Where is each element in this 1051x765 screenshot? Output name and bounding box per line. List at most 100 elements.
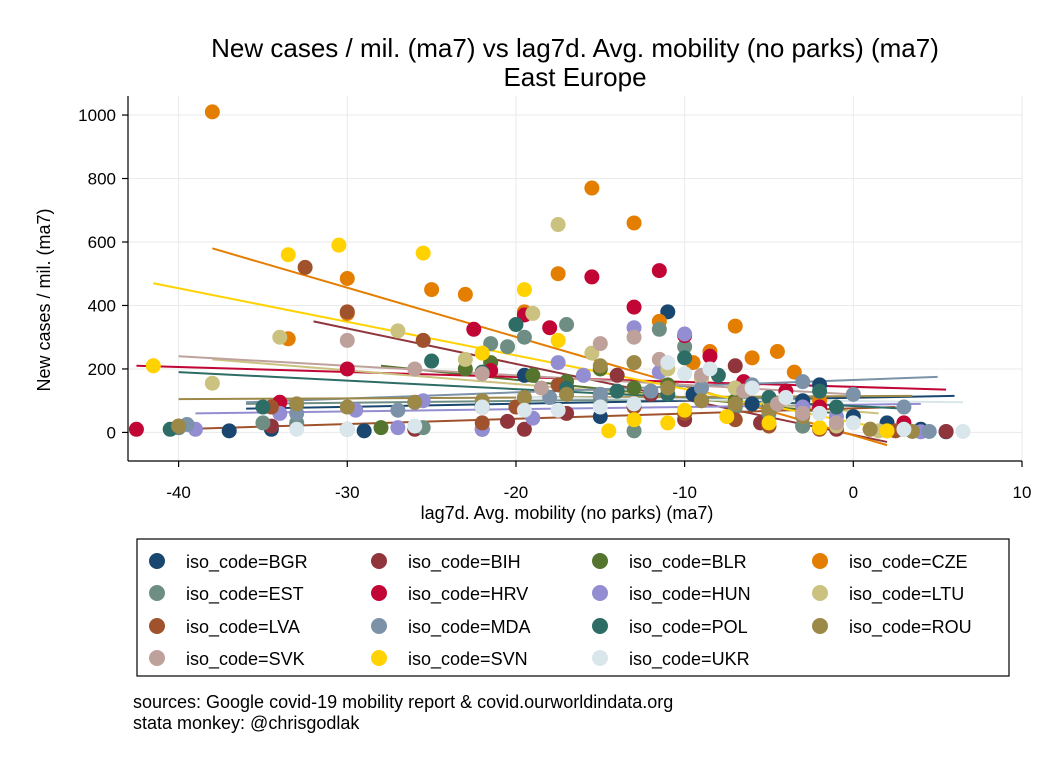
data-point <box>255 399 271 415</box>
data-point <box>660 415 676 431</box>
legend-box <box>136 538 1010 677</box>
data-point <box>592 336 608 352</box>
data-point <box>516 390 532 406</box>
source-note: sources: Google covid-19 mobility report… <box>133 692 673 712</box>
x-tick-label: 10 <box>1013 483 1032 502</box>
data-point <box>339 332 355 348</box>
chart-title: New cases / mil. (ma7) vs lag7d. Avg. mo… <box>211 33 939 63</box>
legend-label: iso_code=LTU <box>849 584 964 605</box>
data-point <box>339 304 355 320</box>
legend-label: iso_code=BIH <box>408 552 521 573</box>
data-point <box>812 383 828 399</box>
data-point <box>575 367 591 383</box>
data-point <box>677 402 693 418</box>
y-tick-label: 400 <box>88 296 116 315</box>
data-point <box>407 418 423 434</box>
data-point <box>424 353 440 369</box>
legend-marker <box>371 650 387 666</box>
data-point <box>390 420 406 436</box>
legend-label: iso_code=EST <box>186 584 304 605</box>
data-point <box>677 350 693 366</box>
legend-marker <box>812 553 828 569</box>
data-point <box>542 320 558 336</box>
x-tick-label: 0 <box>849 483 858 502</box>
data-point <box>474 399 490 415</box>
data-point <box>643 383 659 399</box>
data-point <box>550 402 566 418</box>
data-point <box>339 399 355 415</box>
data-point <box>289 396 305 412</box>
data-point <box>744 380 760 396</box>
data-point <box>339 361 355 377</box>
data-point <box>559 386 575 402</box>
data-point <box>516 282 532 298</box>
legend-label: iso_code=POL <box>629 617 748 638</box>
fit-line <box>313 320 888 443</box>
data-point <box>373 420 389 436</box>
data-point <box>609 383 625 399</box>
legend-label: iso_code=BGR <box>186 552 308 573</box>
data-point <box>171 418 187 434</box>
data-point <box>862 421 878 437</box>
y-tick-label: 600 <box>88 233 116 252</box>
data-point <box>255 415 271 431</box>
data-point <box>272 329 288 345</box>
data-point <box>356 423 372 439</box>
data-point <box>719 409 735 425</box>
data-point <box>694 380 710 396</box>
data-point <box>550 355 566 371</box>
data-point <box>525 305 541 321</box>
data-point <box>896 399 912 415</box>
data-point <box>516 421 532 437</box>
data-point <box>609 367 625 383</box>
data-point <box>626 329 642 345</box>
data-point <box>339 421 355 437</box>
legend-marker <box>149 585 165 601</box>
data-point <box>896 421 912 437</box>
legend-marker <box>149 650 165 666</box>
legend-label: iso_code=SVK <box>186 649 305 670</box>
legend-label: iso_code=LVA <box>186 617 300 638</box>
data-point <box>626 299 642 315</box>
credit-note: stata monkey: @chrisgodlak <box>133 713 360 733</box>
x-tick-label: -10 <box>672 483 697 502</box>
legend-marker <box>371 585 387 601</box>
data-point <box>280 247 296 263</box>
legend-marker <box>592 553 608 569</box>
data-point <box>660 380 676 396</box>
data-point <box>407 361 423 377</box>
data-point <box>677 366 693 382</box>
x-tick-label: -20 <box>504 483 529 502</box>
data-point <box>221 423 237 439</box>
y-tick-label: 200 <box>88 360 116 379</box>
data-point <box>533 380 549 396</box>
data-point <box>651 263 667 279</box>
data-point <box>289 421 305 437</box>
data-point <box>879 423 895 439</box>
data-point <box>474 415 490 431</box>
scatter-points <box>128 104 971 440</box>
legend-label: iso_code=MDA <box>408 617 531 638</box>
data-point <box>651 321 667 337</box>
data-point <box>626 380 642 396</box>
data-point <box>828 415 844 431</box>
legend: iso_code=BGR iso_code=BIH iso_code=BLR iso_… <box>149 552 972 670</box>
data-point <box>702 361 718 377</box>
data-point <box>694 393 710 409</box>
data-point <box>592 399 608 415</box>
y-tick-label: 1000 <box>78 106 116 125</box>
data-point <box>559 317 575 333</box>
data-point <box>626 355 642 371</box>
data-point <box>500 413 516 429</box>
data-point <box>508 317 524 333</box>
data-point <box>828 399 844 415</box>
data-point <box>727 358 743 374</box>
data-point <box>727 318 743 334</box>
legend-marker <box>812 585 828 601</box>
data-point <box>769 344 785 359</box>
data-point <box>702 348 718 364</box>
data-point <box>626 396 642 412</box>
data-point <box>550 332 566 348</box>
data-point <box>955 423 971 439</box>
